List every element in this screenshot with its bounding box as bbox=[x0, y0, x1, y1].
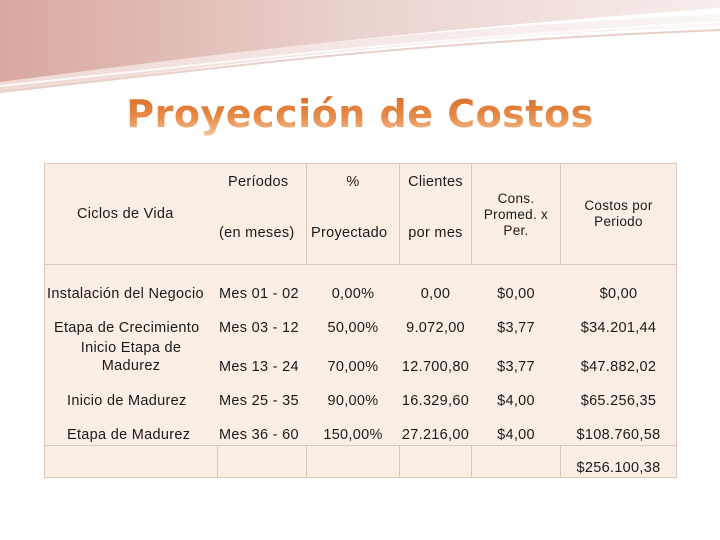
row-periodo: Mes 01 - 02 bbox=[219, 286, 299, 302]
row-cons: $0,00 bbox=[497, 286, 535, 302]
row-ciclo: Etapa de Madurez bbox=[67, 427, 191, 443]
header-cons-line3: Per. bbox=[503, 223, 529, 238]
row-clientes: 9.072,00 bbox=[406, 320, 465, 336]
column-divider bbox=[471, 445, 472, 477]
column-divider bbox=[560, 164, 561, 264]
row-cons: $4,00 bbox=[497, 393, 535, 409]
row-costos: $108.760,58 bbox=[576, 427, 661, 443]
header-percent: % bbox=[346, 174, 360, 190]
row-percent: 50,00% bbox=[327, 320, 379, 336]
header-clientes-sub: por mes bbox=[408, 225, 463, 241]
header-percent-sub: Proyectado bbox=[311, 225, 388, 241]
column-divider bbox=[217, 445, 218, 477]
column-divider bbox=[306, 445, 307, 477]
column-divider bbox=[399, 445, 400, 477]
row-ciclo: Etapa de Crecimiento bbox=[54, 320, 200, 336]
row-percent: 90,00% bbox=[327, 393, 379, 409]
row-clientes: 0,00 bbox=[420, 286, 451, 302]
row-costos: $0,00 bbox=[599, 286, 638, 302]
row-ciclo: Instalación del Negocio bbox=[47, 286, 204, 302]
row-percent: 70,00% bbox=[327, 359, 379, 375]
column-divider bbox=[471, 164, 472, 264]
row-periodo: Mes 13 - 24 bbox=[219, 359, 299, 375]
header-periodos: Períodos bbox=[228, 174, 289, 190]
row-costos: $65.256,35 bbox=[580, 393, 657, 409]
row-periodo: Mes 03 - 12 bbox=[219, 320, 299, 336]
row-percent: 150,00% bbox=[323, 427, 383, 443]
row-ciclo: Inicio de Madurez bbox=[67, 393, 187, 409]
cost-projection-table: Ciclos de Vida Períodos (en meses) % Pro… bbox=[44, 163, 677, 478]
header-cons-line1: Cons. bbox=[497, 191, 535, 206]
row-ciclo-line1: Inicio Etapa de bbox=[80, 340, 182, 356]
row-percent: 0,00% bbox=[331, 286, 375, 302]
row-periodo: Mes 36 - 60 bbox=[219, 427, 299, 443]
row-clientes: 16.329,60 bbox=[401, 393, 470, 409]
column-divider bbox=[306, 164, 307, 264]
row-cons: $4,00 bbox=[497, 427, 535, 443]
row-cons: $3,77 bbox=[497, 359, 535, 375]
row-costos: $47.882,02 bbox=[580, 359, 657, 375]
total-costos: $256.100,38 bbox=[576, 460, 661, 476]
column-divider bbox=[399, 164, 400, 264]
header-swoosh-decoration bbox=[0, 0, 720, 93]
row-clientes: 27.216,00 bbox=[401, 427, 470, 443]
header-costos-line1: Costos por bbox=[584, 198, 653, 213]
page-title: Proyección de Costos bbox=[0, 92, 720, 136]
row-clientes: 12.700,80 bbox=[401, 359, 470, 375]
header-periodos-unit: (en meses) bbox=[219, 225, 295, 241]
column-divider bbox=[560, 445, 561, 477]
row-costos: $34.201,44 bbox=[580, 320, 657, 336]
header-ciclos-de-vida: Ciclos de Vida bbox=[77, 206, 174, 222]
row-ciclo-line2: Madurez bbox=[101, 358, 161, 374]
header-cons-line2: Promed. x bbox=[483, 207, 549, 222]
row-cons: $3,77 bbox=[497, 320, 535, 336]
header-costos-line2: Periodo bbox=[594, 214, 643, 229]
header-clientes: Clientes bbox=[408, 174, 463, 190]
total-row-top-border bbox=[45, 445, 676, 446]
header-bottom-border bbox=[45, 264, 676, 265]
row-periodo: Mes 25 - 35 bbox=[219, 393, 299, 409]
